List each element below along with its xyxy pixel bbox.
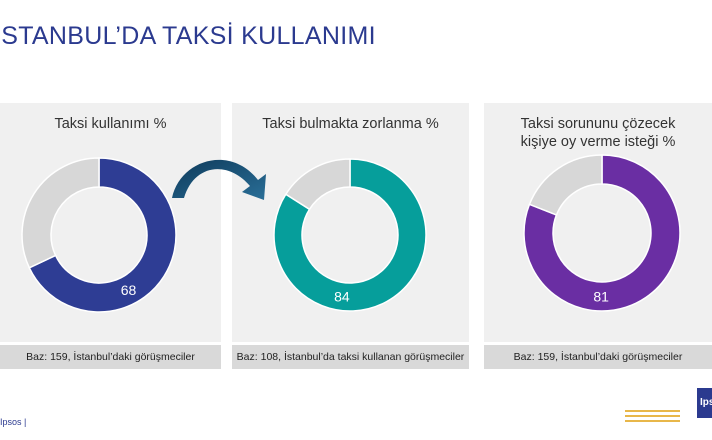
donut-chart: 84 [273,158,427,312]
donut-chart: 81 [523,154,681,312]
footer-brand: Ipsos | [0,417,27,427]
panel-title-line: Taksi sorununu çözecek [520,116,676,132]
donut-data-label: 84 [334,288,350,304]
panel-taksi-bulmakta-zorlanma: Taksi bulmakta zorlanma % 84 [232,103,469,342]
donut-slice-remainder [21,157,100,269]
donut-slice-remainder [528,154,603,216]
donut-slice-value [273,158,427,312]
donut-data-label: 81 [593,288,609,304]
panel-oy-verme-istegi: Taksi sorununu çözecek kişiye oy verme i… [484,103,712,342]
base-note-text: Baz: 159, İstanbul’daki görüşmeciler [513,351,683,363]
donut-slice-value [28,157,177,313]
base-note: Baz: 159, İstanbul’daki görüşmeciler [0,345,221,369]
curved-arrow-icon [172,159,266,200]
base-note-text: Baz: 108, İstanbul’da taksi kullanan gör… [236,351,465,363]
panel-title: Taksi bulmakta zorlanma % [232,115,469,133]
ipsos-logo: Ips [697,388,712,418]
panel-title-line: kişiye oy verme isteği % [520,134,676,150]
footer-note [625,410,680,424]
base-note: Baz: 108, İstanbul’da taksi kullanan gör… [232,345,469,369]
panel-title-line: Taksi kullanımı % [54,116,167,132]
donut-chart: 68 [21,157,177,313]
page-title: İSTANBUL’DA TAKSİ KULLANIMI [0,22,376,50]
panel-title-line: Taksi bulmakta zorlanma % [262,116,439,132]
donut-data-label: 68 [121,282,137,298]
panel-title: Taksi sorununu çözecek kişiye oy verme i… [484,115,712,151]
donut-slice-remainder [284,158,351,211]
panel-taksi-kullanimi: Taksi kullanımı % 68 [0,103,221,342]
donut-slice-value [523,154,681,312]
base-note-text: Baz: 159, İstanbul’daki görüşmeciler [26,351,195,363]
panel-title: Taksi kullanımı % [0,115,221,133]
base-note: Baz: 159, İstanbul’daki görüşmeciler [484,345,712,369]
